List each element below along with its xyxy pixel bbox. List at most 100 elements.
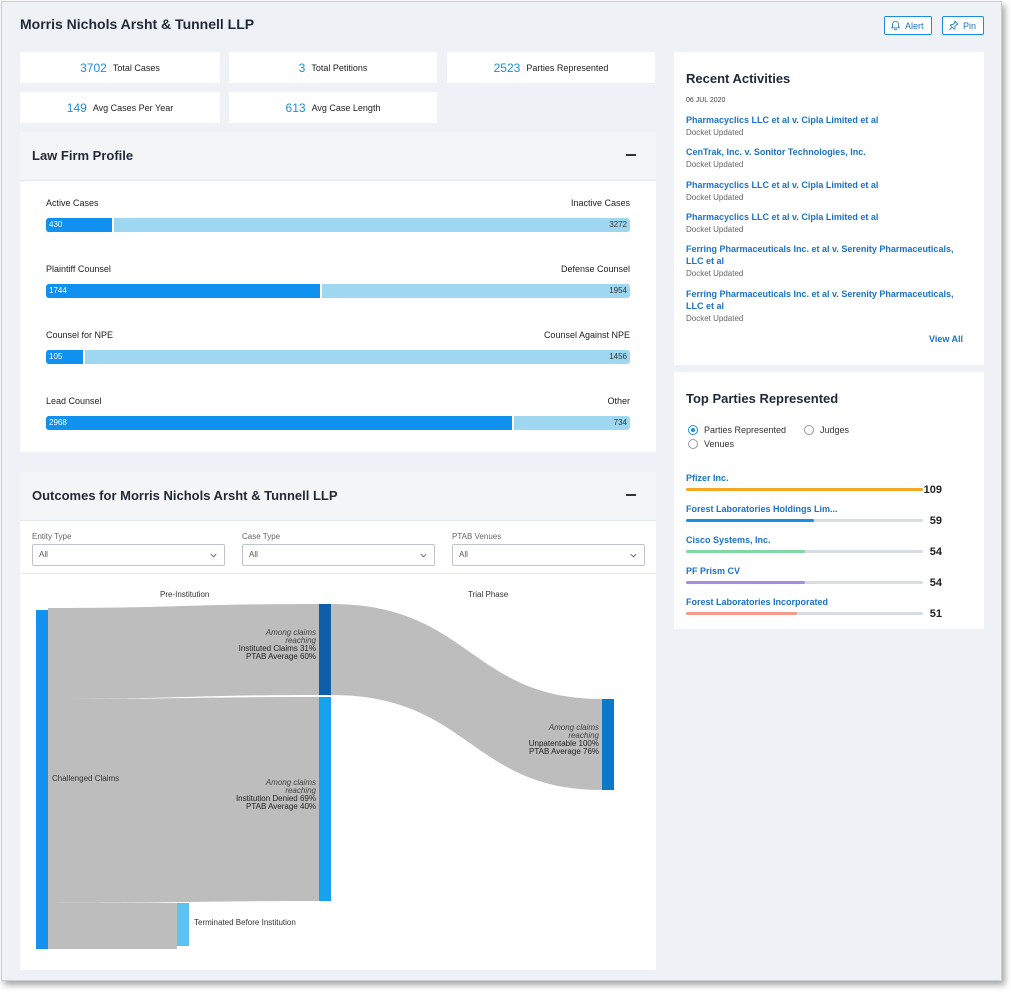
law-firm-profile-panel: Law Firm Profile Active Cases Inactive C…	[20, 132, 656, 452]
stat-label: Total Petitions	[311, 63, 367, 73]
party-bar-track	[686, 581, 923, 584]
party-name-link[interactable]: Forest Laboratories Incorporated	[686, 597, 976, 607]
activity-item: CenTrak, Inc. v. Sonitor Technologies, I…	[686, 146, 971, 169]
activity-link[interactable]: Pharmacyclics LLC et al v. Cipla Limited…	[686, 114, 971, 126]
bar-right-value: 1954	[609, 286, 627, 295]
note-line: PTAB Average 40%	[210, 803, 316, 811]
radio-venues[interactable]: Venues	[688, 439, 734, 449]
party-count: 54	[912, 577, 942, 589]
node-note-unpatentable: Among claims reaching Unpatentable 100% …	[490, 724, 599, 756]
activity-link[interactable]: Ferring Pharmaceuticals Inc. et al v. Se…	[686, 243, 971, 267]
radio-label: Venues	[704, 439, 734, 449]
activity-date: 06 JUL 2020	[686, 97, 725, 104]
bar-left-value: 2968	[49, 418, 67, 427]
panel-header: Law Firm Profile	[20, 132, 656, 181]
collapse-icon[interactable]	[626, 154, 636, 156]
pin-button[interactable]: Pin	[942, 16, 984, 35]
activity-status: Docket Updated	[686, 269, 971, 278]
bar-right-label: Counsel Against NPE	[544, 330, 630, 340]
stage-label-pre-institution: Pre-Institution	[160, 590, 209, 599]
party-name-link[interactable]: PF Prism CV	[686, 566, 976, 576]
activity-status: Docket Updated	[686, 193, 971, 202]
activity-status: Docket Updated	[686, 225, 971, 234]
radio-unselected-icon	[688, 439, 698, 449]
party-bar-fill	[686, 612, 797, 615]
party-bar-fill	[686, 581, 805, 584]
pin-label: Pin	[963, 21, 976, 31]
outcomes-panel: Outcomes for Morris Nichols Arsht & Tunn…	[20, 472, 656, 970]
app-window: Morris Nichols Arsht & Tunnell LLP Alert…	[1, 1, 1002, 981]
party-bar-fill	[686, 488, 923, 491]
node-note-denied: Among claims reaching Institution Denied…	[210, 779, 316, 811]
node-terminated[interactable]	[177, 903, 189, 946]
alert-label: Alert	[905, 21, 924, 31]
activity-link[interactable]: Pharmacyclics LLC et al v. Cipla Limited…	[686, 211, 971, 223]
stat-avg-case-length: 613 Avg Case Length	[229, 92, 437, 123]
bar-right-value: 1456	[609, 352, 627, 361]
node-label-challenged-claims: Challenged Claims	[52, 774, 119, 783]
node-challenged-claims[interactable]	[36, 610, 48, 949]
activity-item: Pharmacyclics LLC et al v. Cipla Limited…	[686, 179, 971, 202]
node-unpatentable[interactable]	[602, 699, 614, 790]
party-bar-track	[686, 519, 923, 522]
stat-total-petitions: 3 Total Petitions	[229, 52, 437, 83]
party-count: 54	[912, 546, 942, 558]
flow-challenged-to-terminated	[48, 903, 177, 949]
node-note-instituted: Among claims reaching Instituted Claims …	[210, 629, 316, 661]
party-row: Forest Laboratories Holdings Lim... 59	[686, 504, 976, 530]
bar-left-label: Plaintiff Counsel	[46, 264, 111, 274]
bar-left-label: Counsel for NPE	[46, 330, 113, 340]
party-name-link[interactable]: Forest Laboratories Holdings Lim...	[686, 504, 976, 514]
party-bar-fill	[686, 519, 814, 522]
sankey-diagram	[20, 472, 656, 970]
stat-total-cases: 3702 Total Cases	[20, 52, 220, 83]
node-instituted[interactable]	[319, 604, 331, 695]
note-line: PTAB Average 76%	[490, 748, 599, 756]
stat-value: 2523	[494, 61, 521, 75]
activity-link[interactable]: Ferring Pharmaceuticals Inc. et al v. Se…	[686, 288, 971, 312]
activity-link[interactable]: Pharmacyclics LLC et al v. Cipla Limited…	[686, 179, 971, 191]
panel-title: Top Parties Represented	[686, 391, 838, 406]
stage-label-trial-phase: Trial Phase	[468, 590, 508, 599]
activity-status: Docket Updated	[686, 160, 971, 169]
stat-label: Avg Cases Per Year	[93, 103, 173, 113]
party-row: PF Prism CV 54	[686, 566, 976, 592]
activity-status: Docket Updated	[686, 314, 971, 323]
bar-left-value: 105	[49, 352, 62, 361]
stat-value: 613	[286, 101, 306, 115]
bar-right-label: Inactive Cases	[571, 198, 630, 208]
split-bar: 105 1456	[46, 350, 630, 364]
bar-fill	[46, 416, 514, 430]
split-bar: 2968 734	[46, 416, 630, 430]
node-denied[interactable]	[319, 697, 331, 901]
node-label-terminated: Terminated Before Institution	[194, 918, 296, 927]
radio-parties-represented[interactable]: Parties Represented	[688, 425, 786, 435]
radio-judges[interactable]: Judges	[804, 425, 849, 435]
view-all-link[interactable]: View All	[929, 334, 963, 344]
bar-left-value: 430	[49, 220, 62, 229]
note-line: PTAB Average 60%	[210, 653, 316, 661]
radio-selected-icon	[688, 425, 698, 435]
page-title: Morris Nichols Arsht & Tunnell LLP	[20, 16, 254, 32]
panel-title: Recent Activities	[686, 71, 790, 86]
bell-icon	[890, 20, 901, 31]
alert-button[interactable]: Alert	[884, 16, 932, 35]
party-name-link[interactable]: Cisco Systems, Inc.	[686, 535, 976, 545]
party-row: Cisco Systems, Inc. 54	[686, 535, 976, 561]
activity-item: Pharmacyclics LLC et al v. Cipla Limited…	[686, 211, 971, 234]
stat-avg-cases-per-year: 149 Avg Cases Per Year	[20, 92, 220, 123]
party-count: 51	[912, 608, 942, 620]
party-count: 59	[912, 515, 942, 527]
split-bar: 1744 1954	[46, 284, 630, 298]
party-name-link[interactable]: Pfizer Inc.	[686, 473, 976, 483]
radio-label: Parties Represented	[704, 425, 786, 435]
party-row: Forest Laboratories Incorporated 51	[686, 597, 976, 623]
party-count: 109	[912, 484, 942, 496]
activity-link[interactable]: CenTrak, Inc. v. Sonitor Technologies, I…	[686, 146, 971, 158]
stat-parties-represented: 2523 Parties Represented	[447, 52, 655, 83]
stat-label: Parties Represented	[526, 63, 608, 73]
activity-item: Ferring Pharmaceuticals Inc. et al v. Se…	[686, 243, 971, 278]
bar-right-value: 3272	[609, 220, 627, 229]
party-bar-track	[686, 612, 923, 615]
stat-value: 149	[67, 101, 87, 115]
